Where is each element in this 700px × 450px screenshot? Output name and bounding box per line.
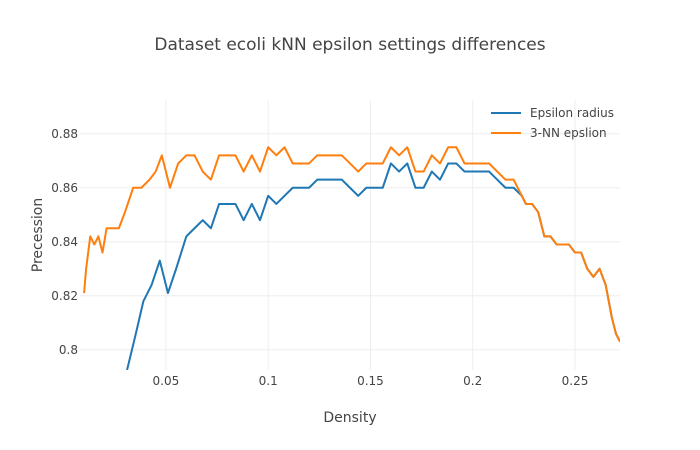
x-tick-label: 0.2 — [463, 374, 482, 388]
series-layer — [83, 146, 620, 370]
legend-label-epsilon-radius: Epsilon radius — [530, 106, 614, 120]
y-tick-label: 0.8 — [59, 343, 78, 357]
y-axis-title: Precession — [30, 198, 46, 272]
y-tick-labels: 0.8 0.82 0.84 0.86 0.88 — [51, 127, 78, 357]
plot-area — [83, 146, 620, 370]
y-tick-label: 0.86 — [51, 181, 78, 195]
y-tick-label: 0.82 — [51, 289, 78, 303]
chart-title: Dataset ecoli kNN epsilon settings diffe… — [154, 35, 545, 55]
series-line-3nn-epsilon — [83, 146, 620, 343]
x-tick-label: 0.1 — [259, 374, 278, 388]
y-tick-label: 0.88 — [51, 127, 78, 141]
x-tick-labels: 0.05 0.1 0.15 0.2 0.25 — [153, 374, 589, 388]
legend-label-3nn-epsilon: 3-NN epslion — [530, 126, 607, 140]
y-tick-label: 0.84 — [51, 235, 78, 249]
x-tick-label: 0.15 — [357, 374, 384, 388]
x-tick-label: 0.25 — [562, 374, 589, 388]
x-tick-label: 0.05 — [153, 374, 180, 388]
x-axis-title: Density — [323, 410, 376, 426]
legend: Epsilon radius 3-NN epslion — [491, 106, 614, 140]
